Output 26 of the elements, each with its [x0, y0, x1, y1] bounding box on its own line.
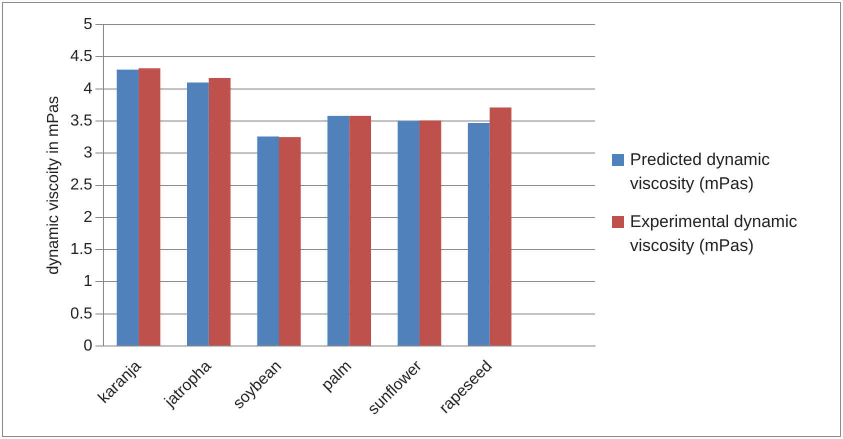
bar [490, 108, 512, 346]
y-tick-label: 2.5 [70, 176, 93, 194]
y-tick-label: 2 [84, 208, 93, 226]
y-tick-label: 0.5 [70, 305, 93, 322]
bar [398, 121, 420, 346]
y-tick-label: 4 [84, 80, 93, 98]
bar [257, 136, 279, 346]
y-tick-label: 0 [84, 337, 93, 354]
y-tick-label: 4.5 [70, 48, 93, 66]
bar [419, 120, 442, 346]
bar [138, 68, 160, 346]
y-tick-label: 5 [84, 16, 93, 34]
y-tick-label: 1.5 [70, 240, 93, 258]
bar [279, 137, 301, 346]
y-tick-label: 3.5 [70, 112, 93, 130]
legend-label: Predicted dynamic viscosity (mPas) [630, 149, 771, 195]
bar [327, 116, 350, 346]
bar [468, 122, 490, 346]
bar [349, 116, 371, 346]
bar [208, 78, 231, 346]
bar [187, 82, 209, 346]
y-tick-label: 1 [84, 273, 93, 290]
bar [116, 70, 139, 346]
y-tick-label: 3 [84, 144, 93, 162]
y-axis-title: dynamic viscoity in mPas [45, 96, 62, 275]
legend-label: Experimental dynamic viscosity (mPas) [630, 211, 798, 257]
